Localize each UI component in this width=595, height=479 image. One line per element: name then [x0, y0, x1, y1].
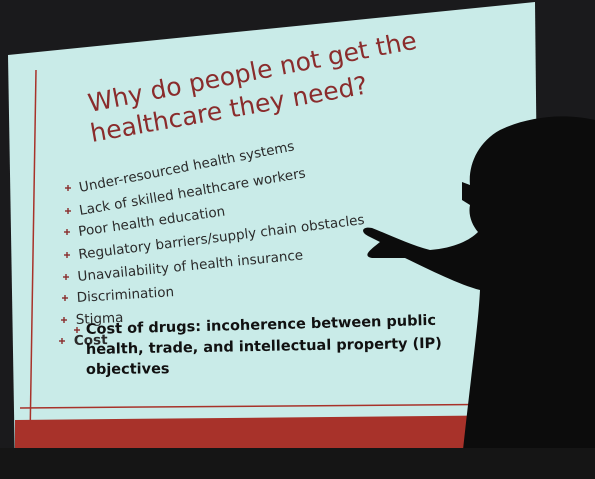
photo: Why do people not get the healthcare the… — [0, 0, 595, 479]
sub-bullet-text: objectives — [86, 361, 170, 378]
bottom-shadow — [0, 448, 595, 479]
